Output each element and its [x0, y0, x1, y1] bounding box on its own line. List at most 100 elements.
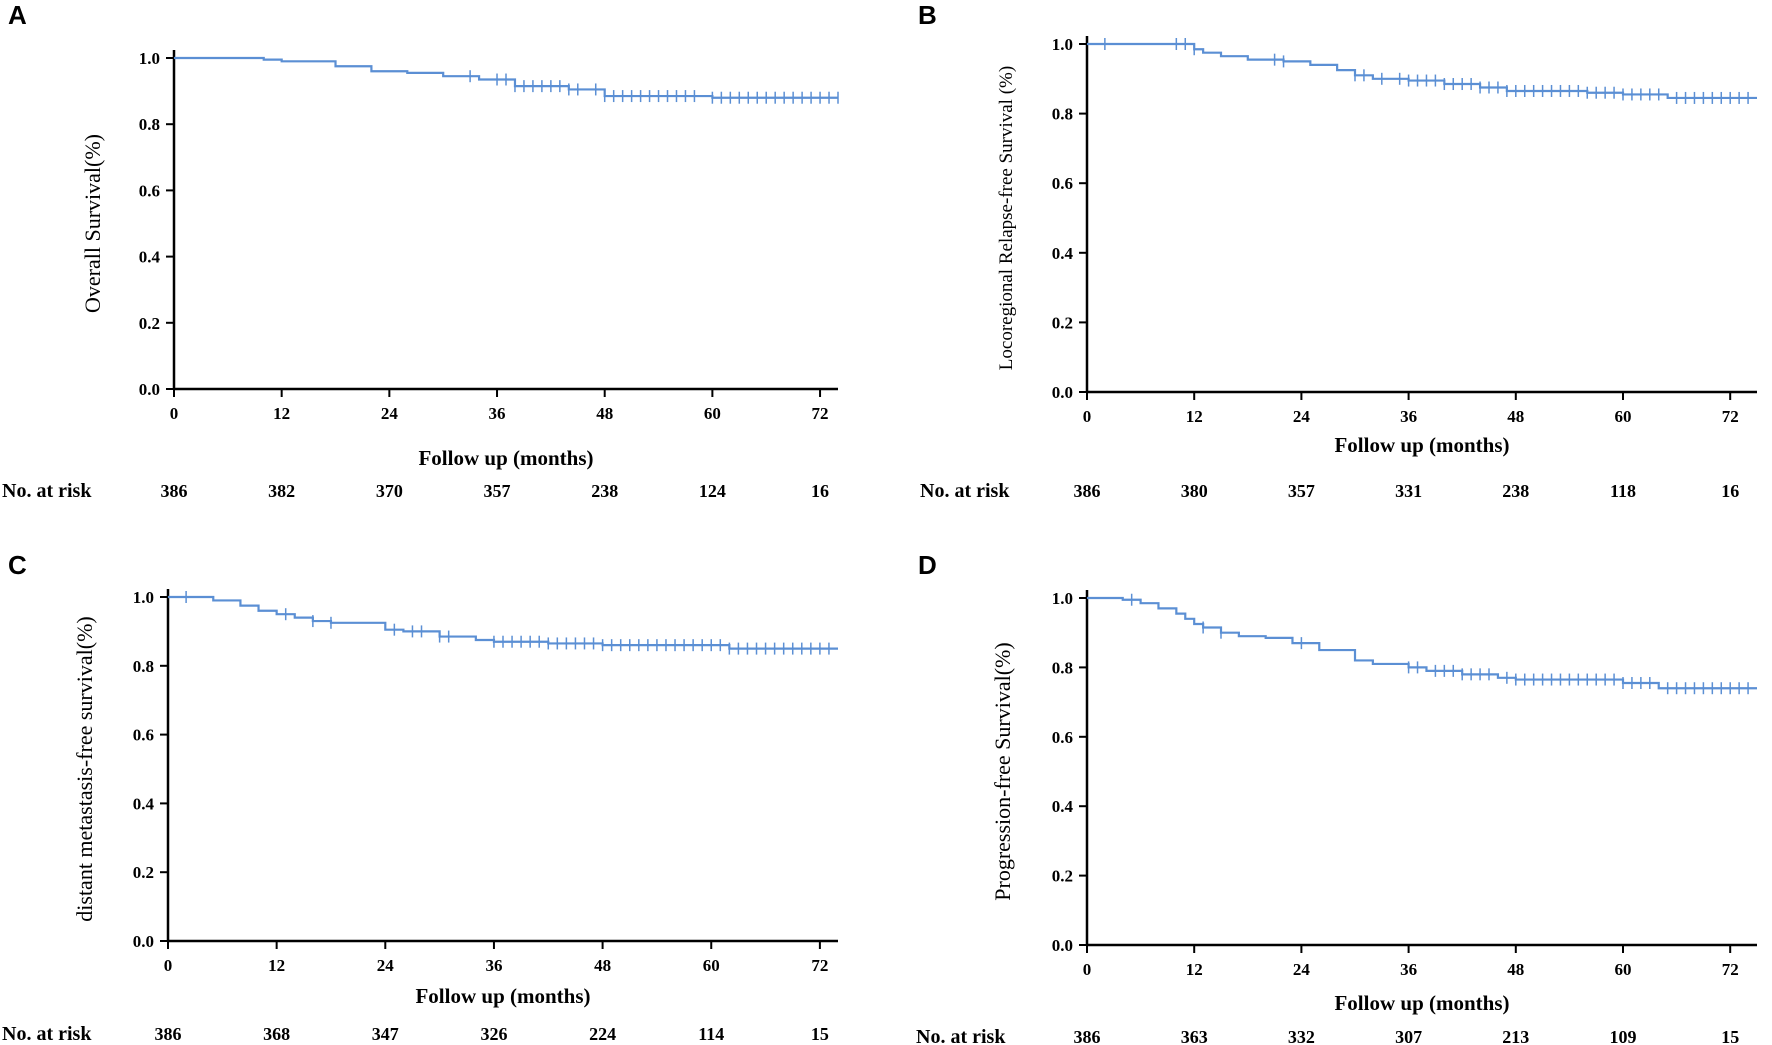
x-tick-label: 0: [1083, 407, 1092, 426]
x-tick-label: 36: [1400, 407, 1417, 426]
x-tick-label: 12: [1186, 407, 1203, 426]
risk-value: 347: [372, 1024, 399, 1044]
y-tick-label: 0.4: [1052, 797, 1074, 816]
panel-b: B 0.0 0.2 0.4 0.6 0.8 1.0 0 12 24 36 48 60 72 Follow u…: [918, 0, 1757, 502]
risk-value: 124: [699, 481, 726, 501]
x-tick-label: 36: [485, 956, 502, 975]
x-tick-label: 12: [1186, 960, 1203, 979]
x-tick-label: 0: [164, 956, 173, 975]
y-tick-label: 1.0: [1052, 35, 1073, 54]
y-axis-title: Locoregional Relapse-free Survival (%): [996, 66, 1017, 370]
x-axis-title: Follow up (months): [418, 446, 593, 470]
risk-table-label: No. at risk: [920, 480, 1010, 502]
risk-value: 15: [811, 1024, 829, 1044]
panel-letter: C: [8, 550, 27, 580]
risk-value: 238: [591, 481, 618, 501]
y-tick-label: 0.4: [133, 794, 155, 813]
x-tick-label: 72: [1722, 407, 1739, 426]
x-axis-title: Follow up (months): [1334, 433, 1509, 457]
risk-table-label: No. at risk: [2, 1023, 92, 1045]
y-tick-label: 0.2: [1052, 867, 1073, 886]
y-tick-label: 0.6: [1052, 174, 1073, 193]
risk-value: 357: [1288, 481, 1315, 501]
y-axis-title: Overall Survival(%): [80, 134, 105, 313]
risk-value: 386: [161, 481, 188, 501]
x-tick-label: 60: [1615, 407, 1632, 426]
y-tick-label: 0.8: [133, 657, 154, 676]
risk-value: 386: [1074, 1027, 1101, 1045]
x-tick-label: 0: [170, 404, 179, 423]
risk-value: 326: [480, 1024, 507, 1044]
x-tick-label: 12: [268, 956, 285, 975]
x-tick-label: 12: [273, 404, 290, 423]
risk-value: 16: [1721, 481, 1739, 501]
panel-letter: B: [918, 0, 937, 30]
y-axis-title: Progression-free Survival(%): [990, 642, 1015, 900]
y-tick-label: 0.6: [1052, 728, 1073, 747]
risk-value: 332: [1288, 1027, 1315, 1045]
x-axis-title: Follow up (months): [1334, 991, 1509, 1015]
x-tick-label: 36: [1400, 960, 1417, 979]
x-tick-label: 48: [1507, 960, 1524, 979]
risk-value: 357: [484, 481, 511, 501]
x-tick-label: 36: [489, 404, 506, 423]
risk-value: 213: [1502, 1027, 1529, 1045]
risk-value: 114: [698, 1024, 724, 1044]
y-tick-label: 0.4: [139, 248, 161, 267]
risk-value: 224: [589, 1024, 616, 1044]
y-tick-label: 0.0: [139, 380, 160, 399]
risk-table-label: No. at risk: [2, 480, 92, 502]
x-tick-label: 72: [811, 956, 828, 975]
y-tick-label: 0.2: [1052, 313, 1073, 332]
risk-value: 386: [1074, 481, 1101, 501]
y-tick-label: 1.0: [1052, 589, 1073, 608]
x-tick-label: 60: [704, 404, 721, 423]
y-tick-label: 0.8: [1052, 105, 1073, 124]
y-tick-label: 0.6: [133, 726, 154, 745]
panel-d: D 0.0 0.2 0.4 0.6 0.8 1.0 0 12 24 36 48 60 72 Follow u…: [916, 550, 1757, 1045]
y-tick-label: 0.6: [139, 181, 160, 200]
y-tick-label: 0.4: [1052, 244, 1074, 263]
y-axis-title: distant metastasis-free survival(%): [72, 616, 97, 921]
survival-curve: [1087, 596, 1757, 690]
x-tick-label: 24: [1293, 407, 1311, 426]
risk-value: 380: [1181, 481, 1208, 501]
survival-curve: [1087, 42, 1757, 100]
x-tick-label: 24: [381, 404, 399, 423]
panel-letter: A: [8, 0, 27, 30]
x-tick-label: 0: [1083, 960, 1092, 979]
risk-value: 331: [1395, 481, 1422, 501]
risk-value: 370: [376, 481, 403, 501]
panel-a: A 0.0 0.2 0.4 0.6 0.8 1.0 0 12 24 36 48 60 72 Follow u…: [2, 0, 839, 502]
y-tick-label: 0.0: [1052, 383, 1073, 402]
x-tick-label: 48: [1507, 407, 1524, 426]
risk-value: 363: [1181, 1027, 1208, 1045]
risk-value: 16: [811, 481, 829, 501]
x-tick-label: 48: [596, 404, 613, 423]
x-tick-label: 24: [1293, 960, 1311, 979]
x-tick-label: 60: [1615, 960, 1632, 979]
x-tick-label: 72: [1722, 960, 1739, 979]
panel-letter: D: [918, 550, 937, 580]
y-tick-label: 1.0: [139, 49, 160, 68]
risk-value: 109: [1610, 1027, 1637, 1045]
y-tick-label: 0.8: [1052, 658, 1073, 677]
y-tick-label: 0.0: [1052, 936, 1073, 955]
risk-value: 382: [268, 481, 295, 501]
panel-c: C 0.0 0.2 0.4 0.6 0.8 1.0 0 12 24 36 48 60 72 Follow u…: [2, 550, 838, 1045]
x-tick-label: 60: [703, 956, 720, 975]
y-tick-label: 1.0: [133, 588, 154, 607]
risk-value: 307: [1395, 1027, 1422, 1045]
risk-value: 238: [1502, 481, 1529, 501]
risk-table-label: No. at risk: [916, 1026, 1006, 1045]
x-axis-title: Follow up (months): [415, 984, 590, 1008]
y-tick-label: 0.2: [139, 314, 160, 333]
risk-value: 368: [263, 1024, 290, 1044]
y-tick-label: 0.8: [139, 115, 160, 134]
risk-value: 15: [1721, 1027, 1739, 1045]
y-tick-label: 0.0: [133, 932, 154, 951]
x-tick-label: 24: [377, 956, 395, 975]
x-tick-label: 72: [812, 404, 829, 423]
risk-value: 386: [155, 1024, 182, 1044]
